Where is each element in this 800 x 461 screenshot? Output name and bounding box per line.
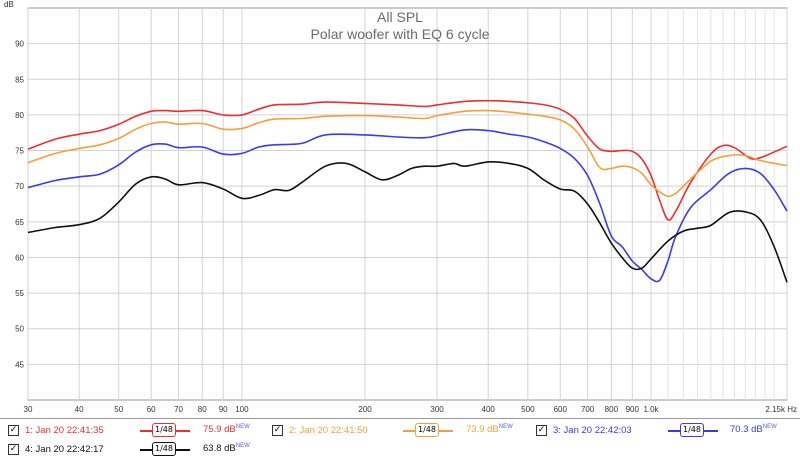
legend-value-text-3: 70.3 dB bbox=[730, 424, 763, 436]
x-tick-label: 1.0k bbox=[643, 405, 659, 414]
x-tick-label: 80 bbox=[198, 405, 207, 414]
legend-checkbox-1[interactable]: ✓ bbox=[8, 424, 19, 436]
legend-smoothing-2: 1/48 bbox=[415, 423, 439, 437]
legend-value-text-4: 63.8 dB bbox=[203, 443, 236, 455]
legend-item-2[interactable]: ✓ 2: Jan 20 22:41:50 bbox=[272, 421, 372, 439]
x-tick-label: 900 bbox=[626, 405, 640, 414]
legend-label-2: 2: Jan 20 22:41:50 bbox=[289, 424, 368, 436]
x-tick-label: 90 bbox=[219, 405, 228, 414]
x-tick-label: 2.15k Hz bbox=[765, 405, 797, 414]
x-tick-label: 100 bbox=[235, 405, 249, 414]
legend-swatch-3[interactable]: 1/48 bbox=[668, 423, 718, 437]
chart-subtitle: Polar woofer with EQ 6 cycle bbox=[311, 26, 490, 42]
x-tick-label: 50 bbox=[114, 405, 123, 414]
legend-value-text-1: 75.9 dB bbox=[203, 424, 236, 436]
x-tick-label: 500 bbox=[521, 405, 535, 414]
legend-smoothing-3: 1/48 bbox=[680, 423, 704, 437]
legend-badge-4: NEW bbox=[235, 443, 250, 449]
legend-badge-2: NEW bbox=[498, 424, 513, 430]
legend-label-1: 1: Jan 20 22:41:35 bbox=[25, 424, 104, 436]
x-tick-label: 800 bbox=[605, 405, 619, 414]
chart-title: All SPL bbox=[377, 9, 423, 25]
legend-swatch-4[interactable]: 1/48 bbox=[140, 442, 190, 456]
legend-checkbox-4[interactable]: ✓ bbox=[8, 443, 19, 455]
series-line-2 bbox=[27, 109, 788, 198]
legend-checkbox-2[interactable]: ✓ bbox=[272, 424, 283, 436]
series-line-4 bbox=[27, 161, 788, 283]
y-tick-label: 75 bbox=[15, 147, 24, 156]
legend-label-4: 4: Jan 20 22:42:17 bbox=[25, 443, 104, 455]
y-tick-label: 85 bbox=[15, 75, 24, 84]
legend-smoothing-4: 1/48 bbox=[152, 442, 176, 456]
legend-value-1: 75.9 dBNEW bbox=[203, 424, 250, 435]
y-tick-label: 55 bbox=[15, 289, 24, 298]
legend-smoothing-1: 1/48 bbox=[152, 423, 176, 437]
y-tick-label: 65 bbox=[15, 218, 24, 227]
legend-swatch-1[interactable]: 1/48 bbox=[140, 423, 190, 437]
y-axis-label: dB bbox=[4, 0, 14, 9]
legend-item-4[interactable]: ✓ 4: Jan 20 22:42:17 bbox=[8, 440, 108, 458]
legend-value-text-2: 73.9 dB bbox=[466, 424, 499, 436]
legend-panel: ✓ 1: Jan 20 22:41:35 1/48 75.9 dBNEW ✓ 2… bbox=[0, 418, 800, 461]
y-tick-label: 70 bbox=[15, 182, 24, 191]
y-tick-label: 90 bbox=[15, 40, 24, 49]
legend-value-4: 63.8 dBNEW bbox=[203, 443, 250, 454]
series-line-1 bbox=[27, 99, 788, 221]
legend-badge-1: NEW bbox=[235, 424, 250, 430]
legend-badge-3: NEW bbox=[762, 424, 777, 430]
series-layer bbox=[27, 99, 788, 283]
x-tick-label: 40 bbox=[75, 405, 84, 414]
spl-chart: 45 50 55 60 65 70 75 80 85 90 30 40 50 60 70 80 90 100 200… bbox=[4, 0, 797, 414]
x-tick-label: 300 bbox=[430, 405, 444, 414]
legend-value-3: 70.3 dBNEW bbox=[730, 424, 777, 435]
legend-checkbox-3[interactable]: ✓ bbox=[536, 424, 547, 436]
legend-item-1[interactable]: ✓ 1: Jan 20 22:41:35 bbox=[8, 421, 108, 439]
legend-swatch-2[interactable]: 1/48 bbox=[403, 423, 453, 437]
x-tick-label: 400 bbox=[482, 405, 496, 414]
plot-area bbox=[27, 7, 788, 401]
x-tick-label: 70 bbox=[174, 405, 183, 414]
x-tick-label: 700 bbox=[581, 405, 595, 414]
y-tick-label: 45 bbox=[15, 360, 24, 369]
spl-chart-svg: 45 50 55 60 65 70 75 80 85 90 30 40 50 60 70 80 90 100 200… bbox=[4, 0, 797, 414]
series-line-3 bbox=[27, 128, 788, 283]
x-tick-label: 60 bbox=[147, 405, 156, 414]
y-tick-label: 60 bbox=[15, 253, 24, 262]
legend-value-2: 73.9 dBNEW bbox=[466, 424, 513, 435]
x-tick-label: 200 bbox=[358, 405, 372, 414]
x-tick-label: 600 bbox=[554, 405, 568, 414]
y-tick-label: 50 bbox=[15, 325, 24, 334]
axes: 45 50 55 60 65 70 75 80 85 90 30 40 50 60 70 80 90 100 200… bbox=[15, 40, 797, 414]
legend-label-3: 3: Jan 20 22:42:03 bbox=[553, 424, 632, 436]
x-tick-label: 30 bbox=[24, 405, 33, 414]
y-tick-label: 80 bbox=[15, 111, 24, 120]
grid bbox=[27, 7, 788, 401]
legend-item-3[interactable]: ✓ 3: Jan 20 22:42:03 bbox=[536, 421, 636, 439]
